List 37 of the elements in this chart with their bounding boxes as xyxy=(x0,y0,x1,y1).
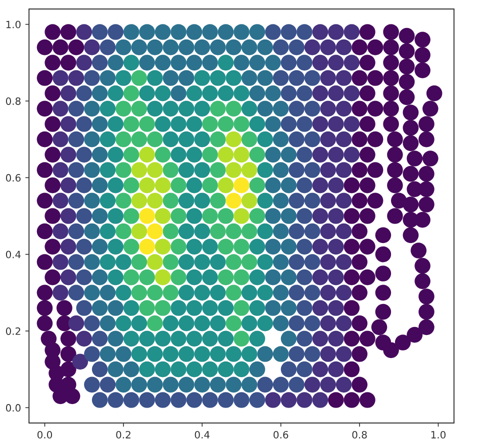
x-tick-label: 0.2 xyxy=(116,430,130,439)
point xyxy=(131,223,148,240)
point xyxy=(147,192,163,209)
x-tick-label: 0.0 xyxy=(37,430,52,439)
point xyxy=(131,162,148,178)
point xyxy=(234,177,250,194)
x-tick-label: 0.4 xyxy=(194,430,210,439)
point xyxy=(218,146,234,163)
y-tick-label: 0.8 xyxy=(6,97,21,105)
point xyxy=(234,146,250,163)
point xyxy=(139,238,155,255)
point xyxy=(226,192,242,209)
point xyxy=(154,269,171,286)
point xyxy=(226,162,242,178)
point xyxy=(241,192,258,209)
y-tick-label: 0.2 xyxy=(6,327,20,335)
point xyxy=(147,223,163,240)
y-tick-label: 0.6 xyxy=(6,174,21,182)
point xyxy=(154,177,171,194)
point xyxy=(139,208,155,224)
point xyxy=(218,177,234,194)
y-tick-label: 0.0 xyxy=(6,404,21,412)
point xyxy=(131,192,148,209)
point xyxy=(154,208,171,224)
point xyxy=(241,162,258,178)
point xyxy=(147,254,163,270)
point xyxy=(226,131,242,148)
y-tick-label: 1.0 xyxy=(6,20,21,28)
x-tick-label: 0.8 xyxy=(352,430,367,439)
x-tick-label: 0.6 xyxy=(274,430,288,439)
point xyxy=(139,146,155,163)
point xyxy=(147,162,163,178)
x-tick-label: 1.0 xyxy=(431,430,446,439)
point xyxy=(154,238,171,255)
point xyxy=(139,177,155,194)
y-tick-label: 0.4 xyxy=(6,250,21,258)
point xyxy=(234,208,250,224)
